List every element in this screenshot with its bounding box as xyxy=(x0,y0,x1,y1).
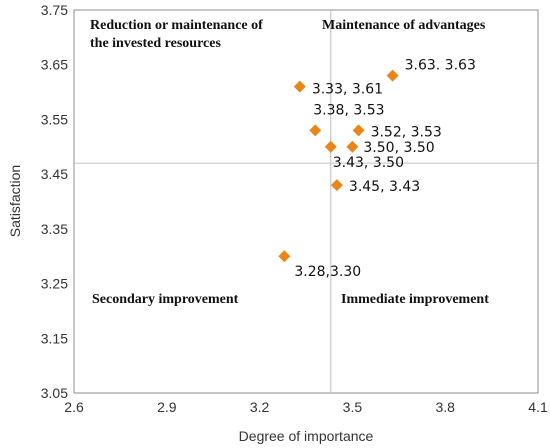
plot-area-frame xyxy=(73,9,539,394)
quadrant-label-top-left: the invested resources xyxy=(90,36,221,51)
quadrant-label-bottom-left: Secondary improvement xyxy=(92,292,239,307)
data-point-label: 3.33, 3.61 xyxy=(312,82,383,98)
x-tick-label: 4.1 xyxy=(528,399,548,415)
x-tick-label: 2.9 xyxy=(157,399,177,415)
quadrant-label-top-left: Reduction or maintenance of xyxy=(90,18,263,33)
data-point-label: 3.45, 3.43 xyxy=(349,179,420,195)
y-tick-label: 3.45 xyxy=(41,166,68,182)
x-axis-ticks: 2.6 2.9 3.2 3.5 3.8 4.1 xyxy=(64,399,548,415)
data-point-label: 3.63. 3.63 xyxy=(405,58,476,74)
data-point xyxy=(346,140,359,153)
data-point-labels: 3.63. 3.63 3.33, 3.61 3.38, 3.53 3.52, 3.53… xyxy=(294,58,476,281)
quadrant-label-top-right: Maintenance of advantages xyxy=(322,18,486,33)
x-tick-label: 3.5 xyxy=(343,399,363,415)
y-tick-label: 3.35 xyxy=(41,221,68,237)
data-point-label: 3.52, 3.53 xyxy=(371,124,442,140)
data-point xyxy=(293,80,306,93)
x-tick-label: 2.6 xyxy=(64,399,84,415)
reference-lines xyxy=(74,10,538,393)
data-point xyxy=(386,69,399,82)
quadrant-label-bottom-right: Immediate improvement xyxy=(341,292,489,307)
x-axis-title: Degree of importance xyxy=(239,428,374,444)
y-tick-label: 3.15 xyxy=(41,330,68,346)
y-tick-label: 3.55 xyxy=(41,111,68,127)
y-tick-label: 3.05 xyxy=(41,385,68,401)
data-point xyxy=(330,179,343,192)
y-tick-label: 3.65 xyxy=(41,57,68,73)
data-point-label: 3.28,3.30 xyxy=(294,264,361,280)
data-point xyxy=(309,124,322,137)
data-point xyxy=(352,124,365,137)
data-point xyxy=(324,140,337,153)
data-point-label: 3.38, 3.53 xyxy=(313,102,384,118)
x-tick-label: 3.8 xyxy=(435,399,455,415)
data-point-label: 3.50, 3.50 xyxy=(363,140,434,156)
y-tick-label: 3.25 xyxy=(41,276,68,292)
data-point xyxy=(278,250,291,263)
y-axis-ticks: 3.05 3.15 3.25 3.35 3.45 3.55 3.65 3.75 xyxy=(41,2,68,401)
y-axis-title: Satisfaction xyxy=(7,165,23,237)
x-tick-label: 3.2 xyxy=(250,399,270,415)
y-tick-label: 3.75 xyxy=(41,2,68,18)
data-points xyxy=(278,69,399,263)
quadrant-labels: Reduction or maintenance of the invested … xyxy=(90,18,489,307)
data-point-label: 3.43, 3.50 xyxy=(333,155,404,171)
